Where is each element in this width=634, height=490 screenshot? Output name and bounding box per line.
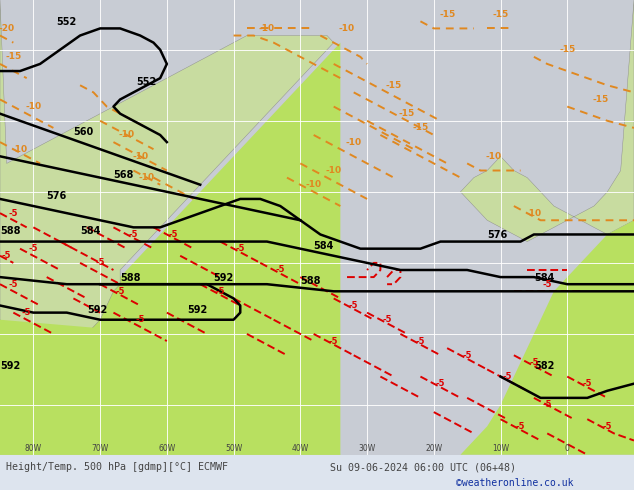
Text: -10: -10 [119,130,135,140]
Text: -5: -5 [2,251,11,260]
Text: -5: -5 [543,280,552,289]
Text: Height/Temp. 500 hPa [gdmp][°C] ECMWF: Height/Temp. 500 hPa [gdmp][°C] ECMWF [6,463,228,472]
Text: -15: -15 [412,123,429,132]
Text: 592: 592 [187,305,207,315]
Text: 592: 592 [0,362,20,371]
Polygon shape [0,43,340,455]
Text: 584: 584 [80,226,100,237]
Text: 582: 582 [534,362,554,371]
Text: -10: -10 [25,102,41,111]
Text: -5: -5 [216,287,225,296]
Polygon shape [0,0,333,348]
Polygon shape [434,220,634,455]
Text: Su 09-06-2024 06:00 UTC (06+48): Su 09-06-2024 06:00 UTC (06+48) [330,463,515,472]
Text: -15: -15 [5,52,22,61]
Text: 10W: 10W [492,443,509,453]
Text: 70W: 70W [91,443,108,453]
Text: 80W: 80W [25,443,42,453]
Text: -15: -15 [559,45,576,54]
Text: 560: 560 [74,127,94,137]
Text: -5: -5 [95,258,105,268]
Text: -10: -10 [486,152,502,161]
Text: -5: -5 [276,266,285,274]
Text: -15: -15 [399,109,415,118]
Text: -5: -5 [9,209,18,218]
Text: -5: -5 [416,337,425,345]
Text: -5: -5 [382,315,392,324]
Text: 592: 592 [214,272,234,283]
Text: -5: -5 [115,287,125,296]
Text: -15: -15 [493,10,508,19]
Text: 30W: 30W [358,443,376,453]
Text: 592: 592 [87,305,107,315]
Text: -5: -5 [436,379,445,388]
Text: -10: -10 [259,24,275,33]
Text: -5: -5 [235,244,245,253]
Text: -5: -5 [29,244,38,253]
Text: 0: 0 [565,443,570,453]
Text: -10: -10 [339,24,355,33]
Text: -5: -5 [169,230,178,239]
Polygon shape [460,0,634,242]
Text: -5: -5 [529,358,539,367]
Text: -10: -10 [306,180,321,189]
Text: -5: -5 [583,379,592,388]
Text: -5: -5 [462,351,472,360]
Text: -5: -5 [349,301,358,310]
Text: 568: 568 [113,170,134,180]
Text: 588: 588 [120,272,141,283]
Text: 20W: 20W [425,443,443,453]
Text: 576: 576 [47,191,67,201]
Text: 584: 584 [534,272,554,283]
Text: -15: -15 [385,81,402,90]
Text: -15: -15 [593,95,609,104]
Text: -10: -10 [132,152,148,161]
Text: -10: -10 [139,173,155,182]
Text: 552: 552 [56,17,77,27]
Text: 588: 588 [301,276,321,286]
Text: ©weatheronline.co.uk: ©weatheronline.co.uk [456,478,574,488]
Text: -10: -10 [346,138,362,147]
Text: 576: 576 [487,230,507,240]
Text: -10: -10 [526,209,542,218]
Text: -10: -10 [326,166,342,175]
Text: 552: 552 [137,77,157,87]
Text: -5: -5 [136,315,145,324]
Text: -5: -5 [503,372,512,381]
Text: 584: 584 [314,241,334,251]
Text: -10: -10 [12,145,28,154]
Polygon shape [0,320,340,455]
Text: -5: -5 [602,422,612,431]
Text: -5: -5 [22,308,32,317]
Text: -5: -5 [9,280,18,289]
Text: -5: -5 [329,337,339,345]
Text: -20: -20 [0,24,15,33]
Text: 588: 588 [0,226,20,237]
Text: -5: -5 [516,422,526,431]
Text: 60W: 60W [158,443,176,453]
Text: -15: -15 [439,10,455,19]
Text: 50W: 50W [225,443,242,453]
Text: -5: -5 [129,230,138,239]
Text: 40W: 40W [292,443,309,453]
Text: -5: -5 [543,400,552,410]
